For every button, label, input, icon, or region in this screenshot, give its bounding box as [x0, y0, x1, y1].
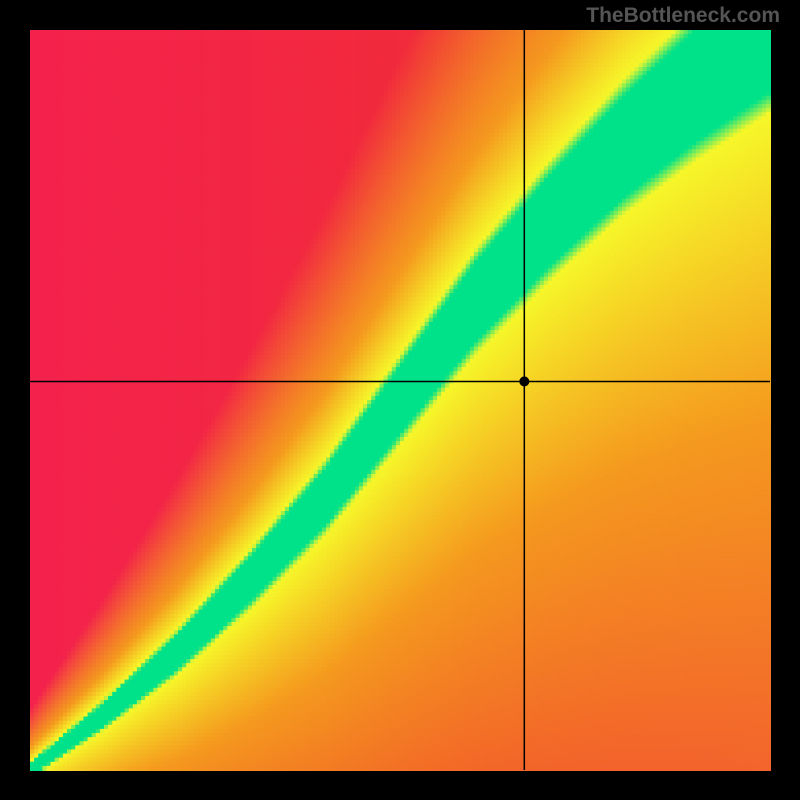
chart-container: { "chart": { "type": "heatmap", "canvas_… — [0, 0, 800, 800]
bottleneck-heatmap — [0, 0, 800, 800]
watermark-text: TheBottleneck.com — [586, 4, 780, 28]
